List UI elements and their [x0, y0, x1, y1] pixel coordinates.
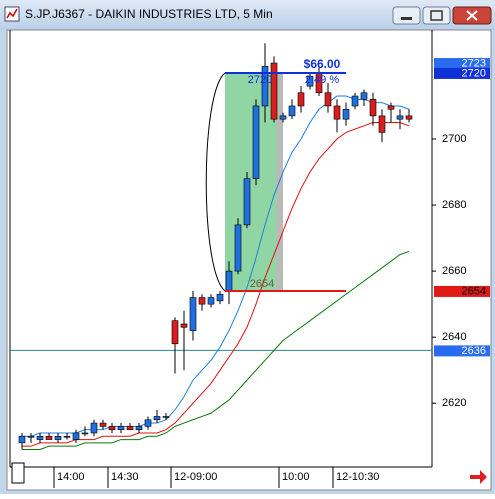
- candle-body: [135, 426, 143, 430]
- candle-body: [90, 422, 98, 434]
- y-tick-label: 2640: [442, 331, 466, 343]
- price-tag-label: 2636: [462, 345, 486, 357]
- y-tick-label: 2680: [442, 199, 466, 211]
- candle-body: [198, 297, 206, 305]
- candle-body: [99, 422, 107, 427]
- candle-body: [279, 115, 287, 120]
- candle-body: [324, 92, 332, 107]
- moving-average: [22, 121, 410, 447]
- candle-body: [387, 105, 395, 110]
- price-tag: [434, 67, 490, 79]
- candle-body: [252, 105, 260, 179]
- moving-average: [22, 95, 410, 437]
- candle-body: [270, 62, 278, 120]
- scroll-arrow[interactable]: [470, 470, 487, 484]
- scroll-box[interactable]: [11, 462, 25, 484]
- candle-body: [162, 416, 170, 418]
- candle-body: [144, 419, 152, 427]
- candle-body: [45, 435, 53, 440]
- candle-body: [360, 92, 368, 100]
- y-tick-label: 2620: [442, 397, 466, 409]
- measure-high-label: 2720: [248, 74, 272, 86]
- candle-body: [126, 426, 134, 430]
- window-title: S.JP.J6367 - DAIKIN INDUSTRIES LTD, 5 Mi…: [25, 7, 273, 21]
- measure-shade: [225, 72, 276, 291]
- candle-body: [261, 66, 269, 107]
- y-tick-label: 2660: [442, 265, 466, 277]
- price-tag: [434, 58, 490, 70]
- candle-body: [117, 426, 125, 430]
- candle-body: [243, 178, 251, 226]
- x-tick-label: 10:00: [282, 471, 310, 483]
- price-tag-label: 2654: [462, 285, 486, 297]
- price-tag-label: 2720: [462, 67, 486, 79]
- candle-body: [297, 92, 305, 107]
- maximize-glyph: [430, 10, 443, 21]
- candle-body: [288, 105, 296, 117]
- candle-body: [81, 432, 89, 435]
- measure-arc: [205, 72, 226, 292]
- candle-body: [342, 108, 350, 120]
- candle-body: [369, 99, 377, 117]
- candle-body: [54, 435, 62, 440]
- moving-average: [22, 250, 410, 450]
- x-tick-label: 14:30: [111, 471, 139, 483]
- candle-body: [225, 270, 233, 292]
- candle-body: [216, 293, 224, 302]
- candle-body: [171, 320, 179, 345]
- x-tick-label: 12-10:30: [336, 471, 379, 483]
- minimize-button[interactable]: [392, 6, 421, 25]
- candle-body: [207, 297, 215, 305]
- candle-body: [234, 224, 242, 272]
- measure-low-label: 2654: [250, 278, 274, 290]
- candle-body: [63, 435, 71, 438]
- close-glyph: [466, 10, 478, 21]
- candle-body: [405, 115, 413, 120]
- candle-body: [189, 297, 197, 331]
- y-tick-label: 2700: [442, 133, 466, 145]
- app-icon-glyph: [6, 8, 18, 19]
- candle-body: [18, 435, 26, 444]
- measure-amount: $66.00: [304, 57, 341, 71]
- candle-body: [180, 323, 188, 328]
- maximize-button[interactable]: [422, 6, 451, 25]
- minimize-glyph: [401, 17, 412, 20]
- x-tick-label: 12-09:00: [174, 471, 217, 483]
- candle-body: [306, 75, 314, 87]
- x-tick-label: 14:00: [57, 471, 85, 483]
- candle-body: [333, 105, 341, 120]
- candle-body: [108, 426, 116, 430]
- candle-body: [72, 432, 80, 440]
- price-tag: [434, 285, 490, 297]
- candle-body: [153, 416, 161, 421]
- price-tag: [434, 345, 490, 357]
- candle-body: [396, 115, 404, 120]
- measure-pct: 2.49 %: [305, 74, 339, 86]
- price-tag-label: 2723: [462, 57, 486, 69]
- candle-body: [378, 115, 386, 133]
- candle-body: [351, 95, 359, 107]
- candle-body: [36, 435, 44, 440]
- candle-body: [27, 435, 35, 438]
